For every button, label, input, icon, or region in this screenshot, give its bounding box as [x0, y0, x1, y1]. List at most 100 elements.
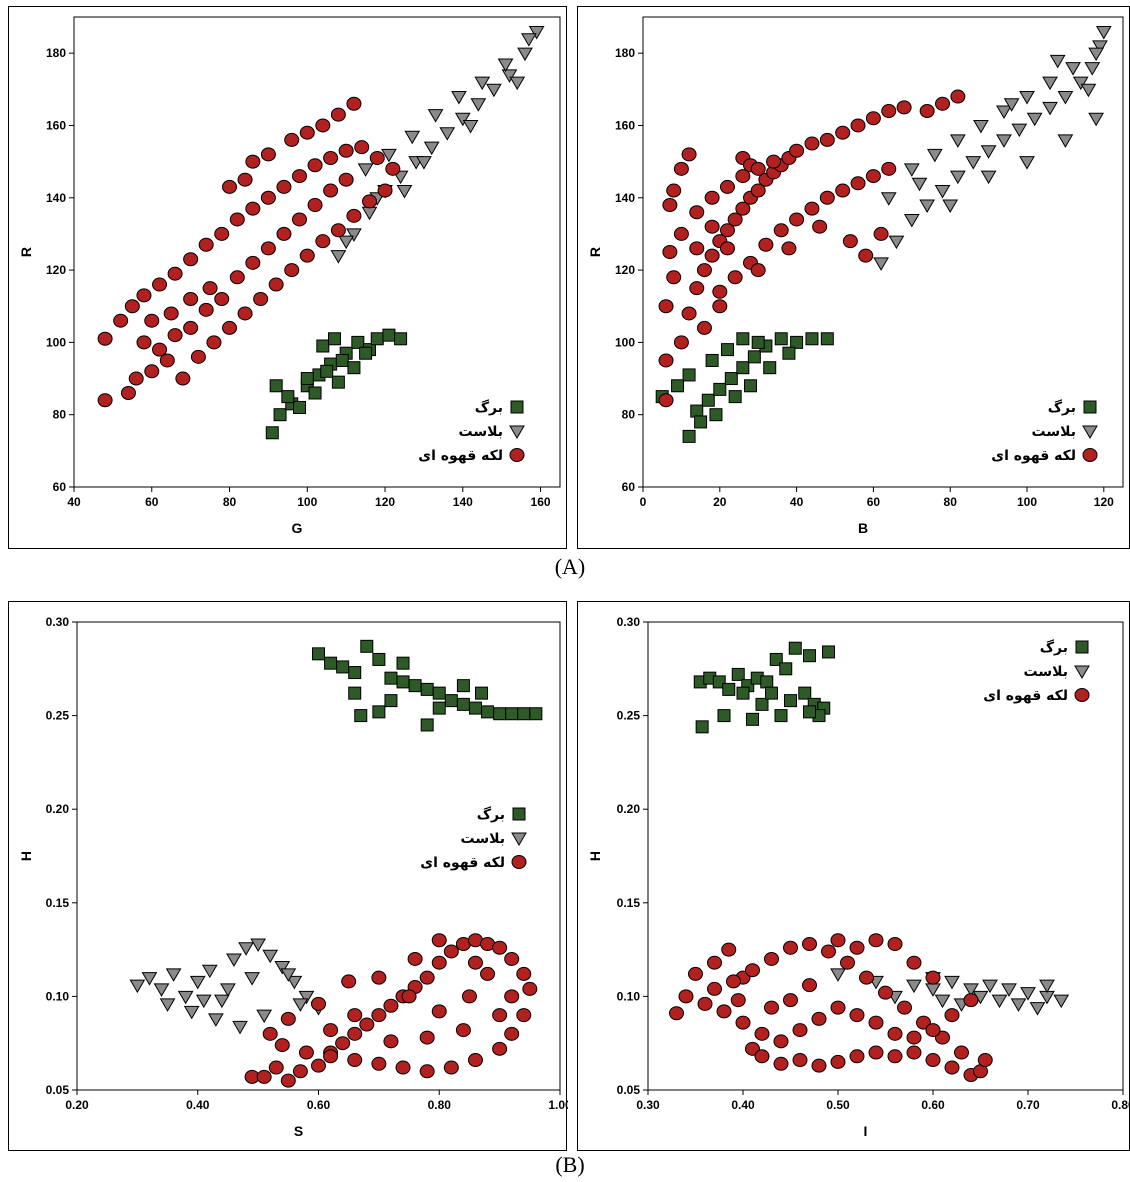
data-point: [443, 1060, 459, 1075]
data-point: [783, 940, 798, 955]
data-point: [480, 966, 496, 981]
data-point: [820, 332, 834, 346]
data-point: [906, 1030, 922, 1045]
data-point: [830, 933, 846, 948]
data-point: [431, 933, 447, 948]
data-point: [896, 100, 912, 115]
y-tick-label: 60: [53, 480, 67, 494]
data-point: [765, 686, 778, 700]
data-point: [935, 1030, 950, 1045]
x-tick-label: 0.80: [1111, 1098, 1130, 1112]
data-point: [475, 686, 489, 700]
data-point: [1057, 91, 1074, 105]
data-point: [432, 686, 446, 700]
data-point: [754, 1026, 770, 1041]
data-point: [371, 970, 387, 985]
data-point: [274, 960, 291, 975]
data-point: [1039, 990, 1055, 1005]
data-point: [950, 134, 966, 148]
data-point: [821, 944, 836, 959]
data-point: [521, 33, 537, 47]
series-group: [129, 938, 327, 1035]
data-point: [695, 720, 709, 734]
legend-label: برگ: [477, 806, 505, 823]
data-point: [906, 979, 922, 994]
data-point: [682, 368, 696, 382]
data-point: [1019, 91, 1035, 105]
data-point: [724, 372, 738, 386]
y-tick-label: 80: [622, 408, 636, 422]
data-point: [963, 993, 979, 1008]
data-point: [916, 1015, 931, 1030]
data-point: [273, 408, 287, 422]
x-tick-label: 120: [375, 495, 395, 509]
data-point: [758, 237, 774, 252]
data-point: [226, 953, 242, 967]
legend-label: لکه قهوه ای: [991, 448, 1076, 464]
data-point: [419, 970, 435, 985]
figure-caption-b: (B): [555, 1152, 585, 1177]
data-point: [887, 1049, 903, 1064]
data-point: [934, 185, 951, 199]
data-point: [260, 190, 276, 205]
data-point: [359, 346, 373, 360]
data-point: [280, 1011, 296, 1026]
data-point: [370, 332, 384, 346]
data-point: [245, 201, 261, 216]
data-point: [1088, 47, 1104, 62]
scatter-panel-h-vs-s: 0.20 0.40 0.60 0.80 1.00 0.05 0.10 0.15 0.20 0.25…: [8, 601, 568, 1151]
data-point: [755, 697, 769, 711]
data-point: [461, 989, 477, 1004]
data-point: [214, 226, 230, 241]
data-point: [201, 964, 218, 979]
data-point: [336, 660, 350, 674]
data-point: [335, 1036, 351, 1051]
data-point: [727, 212, 743, 227]
data-point: [113, 313, 129, 328]
data-point: [1092, 40, 1108, 54]
x-tick-label: 20: [713, 495, 727, 509]
data-point: [805, 332, 819, 346]
data-point: [880, 192, 897, 206]
data-point: [736, 686, 750, 700]
data-point: [152, 342, 168, 357]
data-point: [522, 981, 538, 996]
y-tick-label: 160: [615, 118, 635, 132]
data-point: [944, 975, 960, 990]
data-point: [299, 125, 315, 140]
data-point: [887, 1026, 903, 1041]
data-point: [256, 1009, 273, 1024]
legend-label: برگ: [475, 399, 503, 416]
data-point: [903, 163, 920, 177]
scatter-panel-r-vs-b: 0 20 40 60 80 100 120 60 80 100 120 140 160 180 B R برگ ب…: [577, 6, 1130, 549]
data-point: [383, 998, 399, 1013]
data-point: [371, 1056, 387, 1071]
data-point: [1057, 134, 1074, 148]
data-point: [361, 194, 377, 209]
data-point: [396, 185, 413, 199]
data-point: [323, 151, 339, 165]
data-point: [394, 332, 408, 346]
data-point: [868, 1045, 884, 1060]
data-point: [673, 335, 689, 350]
data-point: [338, 172, 354, 187]
x-axis-label: S: [294, 1123, 303, 1139]
data-point: [361, 206, 378, 221]
data-point: [681, 306, 697, 321]
data-point: [728, 390, 742, 404]
legend-marker: [511, 832, 527, 846]
data-point: [237, 306, 253, 321]
data-point: [206, 335, 222, 350]
x-axis-label: I: [864, 1123, 868, 1139]
data-point: [789, 143, 805, 158]
data-point: [124, 299, 140, 314]
data-point: [745, 1041, 760, 1056]
data-point: [245, 255, 261, 270]
y-tick-label: 60: [622, 480, 636, 494]
data-point: [751, 335, 765, 349]
data-point: [726, 974, 741, 989]
data-point: [713, 382, 727, 396]
data-point: [468, 701, 482, 715]
data-point: [198, 237, 214, 252]
data-point: [773, 1034, 789, 1049]
